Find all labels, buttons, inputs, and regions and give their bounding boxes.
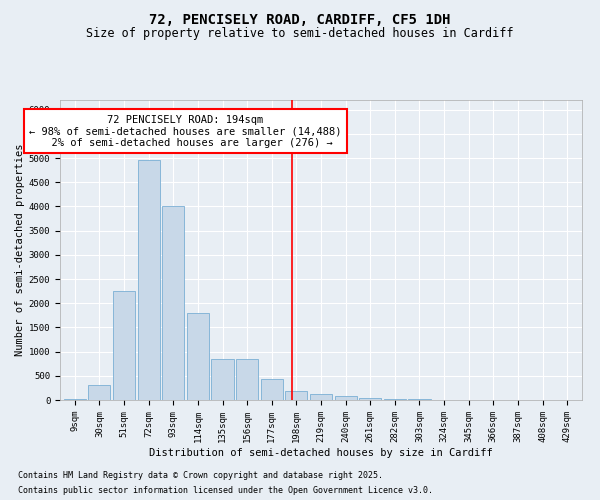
Bar (335, 396, 357, 400)
Bar (113, 291, 135, 400)
Bar (187, 313, 209, 400)
Bar (409, 399, 431, 400)
Bar (64, 399, 86, 400)
Text: Contains public sector information licensed under the Open Government Licence v3: Contains public sector information licen… (18, 486, 433, 495)
Bar (384, 398, 406, 400)
Text: Contains HM Land Registry data © Crown copyright and database right 2025.: Contains HM Land Registry data © Crown c… (18, 471, 383, 480)
Y-axis label: Number of semi-detached properties: Number of semi-detached properties (14, 144, 25, 356)
Bar (260, 379, 283, 400)
Text: 72, PENCISELY ROAD, CARDIFF, CF5 1DH: 72, PENCISELY ROAD, CARDIFF, CF5 1DH (149, 12, 451, 26)
Bar (285, 391, 307, 400)
Bar (310, 394, 332, 400)
Bar (88, 386, 110, 400)
Text: 72 PENCISELY ROAD: 194sqm
← 98% of semi-detached houses are smaller (14,488)
  2: 72 PENCISELY ROAD: 194sqm ← 98% of semi-… (29, 114, 342, 148)
Bar (359, 398, 382, 400)
Bar (162, 206, 184, 400)
Bar (211, 359, 233, 400)
X-axis label: Distribution of semi-detached houses by size in Cardiff: Distribution of semi-detached houses by … (149, 448, 493, 458)
Bar (236, 359, 258, 400)
Bar (137, 160, 160, 400)
Text: Size of property relative to semi-detached houses in Cardiff: Size of property relative to semi-detach… (86, 28, 514, 40)
